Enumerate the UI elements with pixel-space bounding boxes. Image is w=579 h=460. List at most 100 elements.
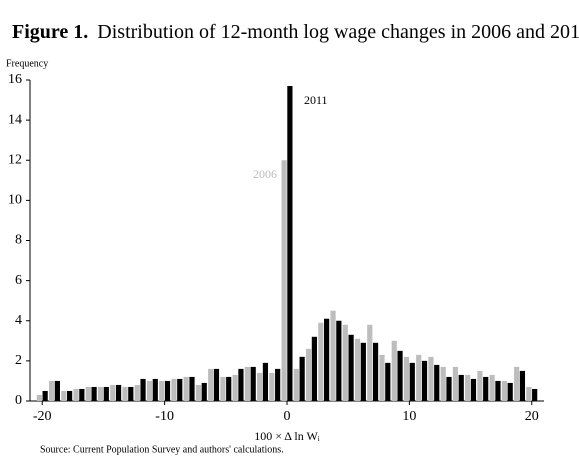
bar xyxy=(244,366,250,401)
bar xyxy=(434,364,440,401)
bar xyxy=(134,384,140,401)
bar xyxy=(183,376,189,401)
bar xyxy=(519,370,526,401)
bar xyxy=(42,390,48,401)
x-tick-label: 0 xyxy=(284,409,291,424)
bar xyxy=(526,386,532,401)
bar xyxy=(177,378,183,401)
bar xyxy=(348,334,354,401)
bar xyxy=(238,368,244,401)
bar xyxy=(299,356,305,401)
bar xyxy=(440,366,446,401)
bar xyxy=(189,376,195,401)
bar xyxy=(507,382,513,401)
bar xyxy=(140,378,146,401)
bar xyxy=(483,376,489,401)
bar xyxy=(232,374,238,401)
bar xyxy=(385,362,391,401)
bar xyxy=(311,336,317,401)
bar xyxy=(79,388,85,401)
bar xyxy=(213,368,220,401)
y-axis-label: Frequency xyxy=(6,58,48,69)
bar xyxy=(452,366,459,401)
bar xyxy=(305,348,312,401)
y-tick-label: 12 xyxy=(8,152,22,167)
bar xyxy=(324,318,330,401)
bar xyxy=(318,322,324,401)
bar xyxy=(372,342,379,401)
bar xyxy=(458,374,464,401)
bar xyxy=(73,388,79,401)
source-note: Source: Current Population Survey and au… xyxy=(40,444,284,455)
bar xyxy=(293,368,299,401)
bar xyxy=(275,368,281,401)
bar xyxy=(208,368,214,401)
bar xyxy=(342,324,348,401)
bar xyxy=(220,376,226,401)
bar xyxy=(97,386,104,401)
bar xyxy=(379,354,385,401)
x-axis-label: 100 × Δ ln Wᵢ xyxy=(254,429,320,443)
bar xyxy=(164,380,171,401)
bar xyxy=(262,362,269,401)
title-label: Figure 1. xyxy=(12,21,88,43)
bar xyxy=(171,378,177,401)
x-tick-label: 10 xyxy=(402,409,416,424)
y-tick-label: 8 xyxy=(15,233,22,248)
y-tick-label: 16 xyxy=(8,72,22,87)
bar xyxy=(195,384,202,401)
figure-title: Figure 1. Distribution of 12-month log w… xyxy=(12,21,579,43)
y-tick-label: 0 xyxy=(15,393,22,408)
bar xyxy=(257,372,263,401)
bar xyxy=(159,380,165,401)
bar xyxy=(115,384,122,401)
bar xyxy=(409,362,415,401)
bar xyxy=(269,372,275,401)
y-tick-label: 14 xyxy=(8,112,22,127)
x-tick-label: -10 xyxy=(155,409,174,424)
bar xyxy=(403,356,410,401)
bar xyxy=(91,386,97,401)
bar xyxy=(201,382,207,401)
bar xyxy=(48,380,55,401)
bar xyxy=(336,320,342,401)
bar xyxy=(470,378,477,401)
bar xyxy=(416,354,422,401)
bar xyxy=(67,390,73,401)
bar xyxy=(103,386,109,401)
y-tick-label: 2 xyxy=(15,353,22,368)
bar xyxy=(391,340,397,401)
bar xyxy=(367,324,373,401)
bar xyxy=(397,350,403,401)
bar xyxy=(446,376,452,401)
series-label: 2006 xyxy=(253,167,277,181)
bar xyxy=(61,390,67,401)
bar xyxy=(489,374,495,401)
bar xyxy=(85,386,91,401)
bar xyxy=(152,378,158,401)
bar xyxy=(146,380,153,401)
bar xyxy=(354,338,361,401)
y-tick-label: 4 xyxy=(15,313,22,328)
bar xyxy=(122,386,128,401)
bar xyxy=(36,394,42,401)
bar xyxy=(495,380,501,401)
series-label: 2011 xyxy=(304,93,328,107)
chart-title: Distribution of 12-month log wage change… xyxy=(97,21,579,43)
y-tick-label: 10 xyxy=(8,193,22,208)
bar xyxy=(226,376,232,401)
bar xyxy=(514,366,520,401)
bar xyxy=(330,310,336,401)
bar xyxy=(287,86,293,402)
bar xyxy=(501,380,507,401)
bar xyxy=(281,160,287,401)
y-tick-label: 6 xyxy=(15,273,22,288)
bar xyxy=(421,360,428,401)
bar xyxy=(477,370,483,401)
bar xyxy=(128,386,134,401)
bar xyxy=(465,374,471,401)
x-tick-label: -20 xyxy=(33,409,52,424)
bar xyxy=(110,384,116,401)
bar xyxy=(532,388,538,401)
